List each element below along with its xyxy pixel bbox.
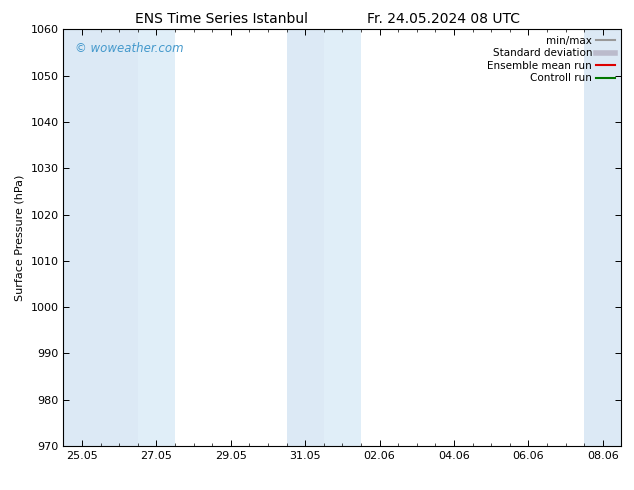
Y-axis label: Surface Pressure (hPa): Surface Pressure (hPa) <box>15 174 25 301</box>
Bar <box>63 29 138 446</box>
Legend: min/max, Standard deviation, Ensemble mean run, Controll run: min/max, Standard deviation, Ensemble me… <box>484 32 618 87</box>
Text: Fr. 24.05.2024 08 UTC: Fr. 24.05.2024 08 UTC <box>367 12 521 26</box>
Text: ENS Time Series Istanbul: ENS Time Series Istanbul <box>136 12 308 26</box>
Bar <box>138 29 175 446</box>
Bar <box>584 29 621 446</box>
Bar <box>324 29 361 446</box>
Bar <box>287 29 324 446</box>
Text: © woweather.com: © woweather.com <box>75 42 183 55</box>
